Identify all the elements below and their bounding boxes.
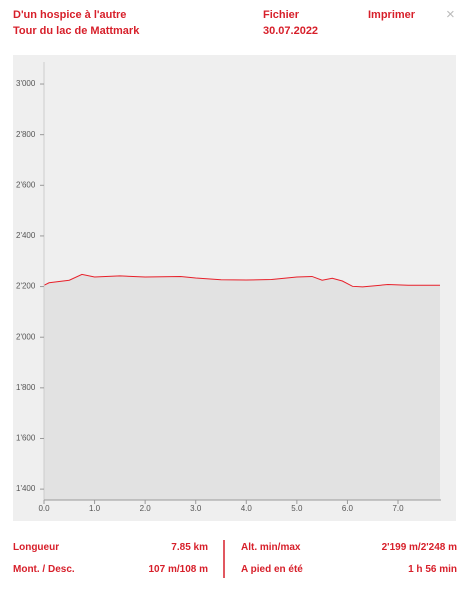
stat-value: 2'199 m/2'248 m: [381, 542, 457, 553]
subtitle: Tour du lac de Mattmark: [13, 25, 140, 37]
x-tick-label: 5.0: [291, 504, 303, 513]
x-tick-label: 0.0: [38, 504, 50, 513]
y-tick-label: 2'800: [16, 130, 36, 139]
y-tick-label: 1'600: [16, 434, 36, 443]
stat-label: Longueur: [13, 542, 60, 553]
x-tick-label: 7.0: [392, 504, 404, 513]
x-tick-label: 4.0: [241, 504, 253, 513]
date: 30.07.2022: [263, 25, 319, 37]
file-link[interactable]: Fichier: [263, 9, 300, 21]
x-tick-label: 1.0: [89, 504, 101, 513]
stat-value: 107 m/108 m: [148, 564, 209, 575]
close-button[interactable]: ×: [446, 6, 455, 23]
title: D'un hospice à l'autre: [13, 9, 127, 21]
y-tick-label: 1'400: [16, 484, 36, 493]
x-tick-label: 3.0: [190, 504, 202, 513]
area: [44, 274, 440, 500]
y-tick-label: 1'800: [16, 383, 36, 392]
stat-value: 1 h 56 min: [408, 564, 457, 575]
x-tick-label: 6.0: [342, 504, 354, 513]
y-tick-label: 2'000: [16, 332, 36, 341]
y-tick-label: 3'000: [16, 79, 36, 88]
line: [43, 273, 440, 288]
stat-label: Alt. min/max: [241, 542, 301, 553]
x-tick-label: 2.0: [140, 504, 152, 513]
y-tick-label: 2'400: [16, 231, 36, 240]
print-link[interactable]: Imprimer: [368, 9, 416, 21]
y-tick-label: 2'200: [16, 282, 36, 291]
y-tick-label: 2'600: [16, 180, 36, 189]
stat-label: Mont. / Desc.: [13, 564, 75, 575]
stat-label: A pied en été: [241, 564, 303, 575]
stat-value: 7.85 km: [171, 542, 208, 553]
